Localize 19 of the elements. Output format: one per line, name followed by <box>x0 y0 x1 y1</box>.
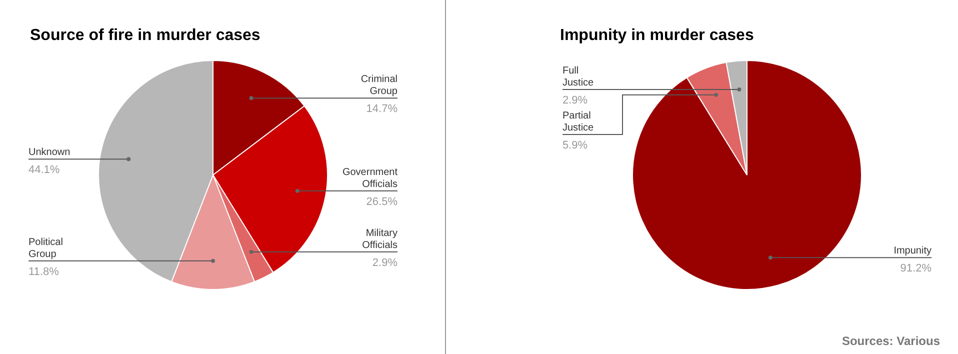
data-label: 2.9% <box>562 94 588 106</box>
data-label: 26.5% <box>366 196 398 208</box>
slice-label: Impunity <box>894 246 932 257</box>
slice-label: Full Justice <box>562 65 594 88</box>
source-note: Sources: Various <box>842 334 940 348</box>
data-label: 44.1% <box>28 164 60 176</box>
data-label: 91.2% <box>900 262 932 275</box>
slice-label: Government Officials <box>342 166 398 190</box>
chart-title: Impunity in murder cases <box>560 27 754 44</box>
slice-label: Unknown <box>28 147 70 158</box>
chart-title: Source of fire in murder cases <box>30 27 260 44</box>
slice-label: Political Group <box>28 236 63 260</box>
slice-label: Partial Justice <box>562 110 594 134</box>
data-label: 11.8% <box>28 266 60 278</box>
data-label: 5.9% <box>562 139 588 152</box>
slice-label: Criminal Group <box>360 74 398 98</box>
data-label: 14.7% <box>366 103 398 116</box>
data-label: 2.9% <box>372 256 398 269</box>
slice-label: Military Officials <box>362 228 398 251</box>
